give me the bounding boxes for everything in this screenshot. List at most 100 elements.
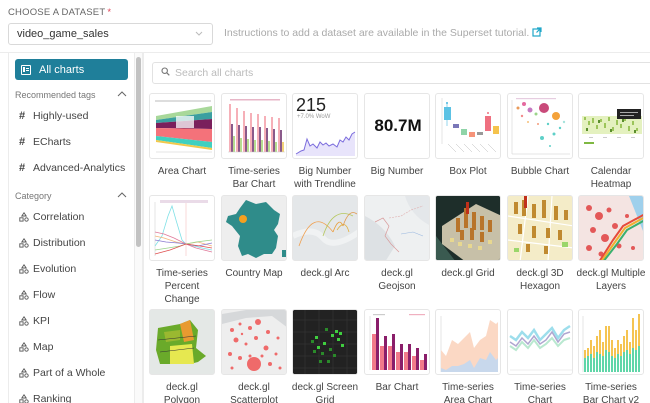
chart-tile-time-series-percent-change[interactable]: Time-series Percent Change	[149, 195, 217, 306]
chart-tile-deckgl-scatterplot[interactable]: deck.gl Scatterplot	[221, 309, 289, 403]
sidebar-category-correlation[interactable]: Correlation	[19, 211, 84, 223]
big-number-value: 80.7M	[374, 116, 422, 135]
dataset-select[interactable]: video_game_sales	[8, 23, 213, 45]
dataset-label-text: CHOOSE A DATASET	[8, 7, 106, 18]
category-icon	[19, 264, 33, 274]
chart-tile-deckgl-screen-grid[interactable]: deck.gl Screen Grid	[292, 309, 360, 403]
big-number-thumbnail: 80.7M	[364, 93, 430, 159]
chevron-up-icon[interactable]	[117, 90, 127, 98]
sidebar-category-part-of-a-whole[interactable]: Part of a Whole	[19, 367, 105, 379]
box-plot-thumbnail	[435, 93, 501, 159]
chart-tile-calendar-heatmap[interactable]: Calendar Heatmap	[578, 93, 646, 191]
category-label: Category	[15, 191, 52, 201]
chart-tile-time-series-bar-chart[interactable]: Time-series Bar Chart	[221, 93, 289, 191]
tag-label: Highly-used	[33, 110, 89, 122]
deckgl-scatterplot-thumbnail	[221, 309, 287, 375]
big-number-delta: +7.0% WoW	[297, 114, 331, 120]
chart-tile-country-map[interactable]: Country Map	[221, 195, 289, 280]
category-item-label: Map	[33, 341, 54, 353]
chart-tile-big-number[interactable]: 80.7M Big Number	[364, 93, 432, 178]
category-header[interactable]: Category	[15, 191, 127, 201]
external-link-icon[interactable]	[532, 27, 542, 40]
chart-label: Time-series Area Chart	[442, 382, 494, 403]
hash-icon: #	[19, 110, 26, 122]
chart-tile-bubble-chart[interactable]: Bubble Chart	[507, 93, 575, 178]
sidebar-category-evolution[interactable]: Evolution	[19, 263, 76, 275]
chart-tile-big-number-with-trendline[interactable]: 215 +7.0% WoW Big Number with Trendline	[292, 93, 360, 191]
chart-label: deck.gl Geojson	[378, 268, 416, 292]
chevron-up-icon[interactable]	[117, 191, 127, 199]
chart-label: deck.gl Arc	[300, 268, 350, 279]
bar-chart-thumbnail	[364, 309, 430, 375]
chart-label: Bubble Chart	[510, 166, 570, 177]
calendar-heatmap-thumbnail	[578, 93, 644, 159]
chart-label: Time-series Bar Chart	[228, 166, 280, 190]
instructions-text[interactable]: Instructions to add a dataset are availa…	[224, 27, 530, 39]
chart-tile-area-chart[interactable]: Area Chart	[149, 93, 217, 178]
sidebar-category-map[interactable]: Map	[19, 341, 53, 353]
recommended-tags-header[interactable]: Recommended tags	[15, 90, 127, 100]
divider	[0, 52, 650, 53]
chart-tile-bar-chart[interactable]: Bar Chart	[364, 309, 432, 394]
chart-label: Country Map	[225, 268, 283, 279]
chart-tile-deckgl-polygon[interactable]: deck.gl Polygon	[149, 309, 217, 403]
sidebar-category-flow[interactable]: Flow	[19, 289, 55, 301]
sidebar-category-kpi[interactable]: KPI	[19, 315, 50, 327]
chart-tile-deckgl-arc[interactable]: deck.gl Arc	[292, 195, 360, 280]
chart-tile-deckgl-grid[interactable]: deck.gl Grid	[435, 195, 503, 280]
chart-tile-time-series-area-chart[interactable]: Time-series Area Chart	[435, 309, 503, 403]
tag-label: ECharts	[33, 136, 71, 148]
hash-icon: #	[19, 136, 26, 148]
category-icon	[19, 342, 33, 352]
ts-percent-thumbnail	[149, 195, 215, 261]
category-icon	[19, 394, 33, 403]
sidebar-category-distribution[interactable]: Distribution	[19, 237, 86, 249]
hash-icon: #	[19, 162, 26, 174]
sidebar-category-ranking[interactable]: Ranking	[19, 393, 72, 403]
ts-area-thumbnail	[435, 309, 501, 375]
sidebar-scrollbar[interactable]	[134, 53, 143, 403]
sidebar-item-all-charts[interactable]: All charts	[15, 59, 128, 80]
sidebar-tag-highly-used[interactable]: # Highly-used	[19, 110, 88, 122]
chart-label: deck.gl Multiple Layers	[576, 268, 646, 292]
big-trend-thumbnail: 215 +7.0% WoW	[292, 93, 358, 159]
list-icon	[21, 64, 31, 75]
chart-tile-deckgl-geojson[interactable]: deck.gl Geojson	[364, 195, 432, 293]
category-item-label: KPI	[33, 315, 50, 327]
chart-tile-time-series-chart[interactable]: Time-series Chart	[507, 309, 575, 403]
category-icon	[19, 212, 33, 222]
chart-label: Big Number with Trendline	[294, 166, 356, 190]
chart-tile-time-series-bar-chart-v2[interactable]: Time-series Bar Chart v2	[578, 309, 646, 403]
sidebar: All charts Recommended tags # Highly-used…	[8, 53, 144, 403]
sidebar-tag-advanced-analytics[interactable]: # Advanced-Analytics	[19, 162, 125, 174]
category-item-label: Evolution	[33, 263, 77, 275]
chart-label: Big Number	[370, 166, 424, 177]
search-placeholder: Search all charts	[175, 67, 254, 79]
all-charts-label: All charts	[39, 63, 85, 76]
chart-label: Time-series Chart	[514, 382, 566, 403]
deckgl-grid-thumbnail	[435, 195, 501, 261]
sidebar-tag-echarts[interactable]: # ECharts	[19, 136, 71, 148]
scrollbar-thumb[interactable]	[136, 57, 141, 247]
dataset-instructions: Instructions to add a dataset are availa…	[224, 27, 542, 40]
category-icon	[19, 238, 33, 248]
chart-label: deck.gl Polygon	[163, 382, 201, 403]
ts-bar-v2-thumbnail	[578, 309, 644, 375]
category-icon	[19, 290, 33, 300]
ts-bar-thumbnail	[221, 93, 287, 159]
recommended-tags-label: Recommended tags	[15, 90, 96, 100]
chart-tile-deckgl-3d-hexagon[interactable]: deck.gl 3D Hexagon	[507, 195, 575, 293]
category-item-label: Distribution	[33, 237, 86, 249]
big-number-value: 215	[296, 95, 327, 115]
deckgl-arc-thumbnail	[292, 195, 358, 261]
category-item-label: Correlation	[33, 211, 85, 223]
chevron-down-icon	[194, 27, 204, 39]
chart-tile-deckgl-multiple-layers[interactable]: deck.gl Multiple Layers	[576, 195, 646, 293]
chart-tile-box-plot[interactable]: Box Plot	[435, 93, 503, 178]
deckgl-screen-grid-thumbnail	[292, 309, 358, 375]
category-icon	[19, 316, 33, 326]
chart-label: deck.gl Grid	[441, 268, 495, 279]
bubble-chart-thumbnail	[507, 93, 573, 159]
chart-label: Box Plot	[449, 166, 487, 177]
search-input[interactable]: Search all charts	[152, 62, 650, 84]
